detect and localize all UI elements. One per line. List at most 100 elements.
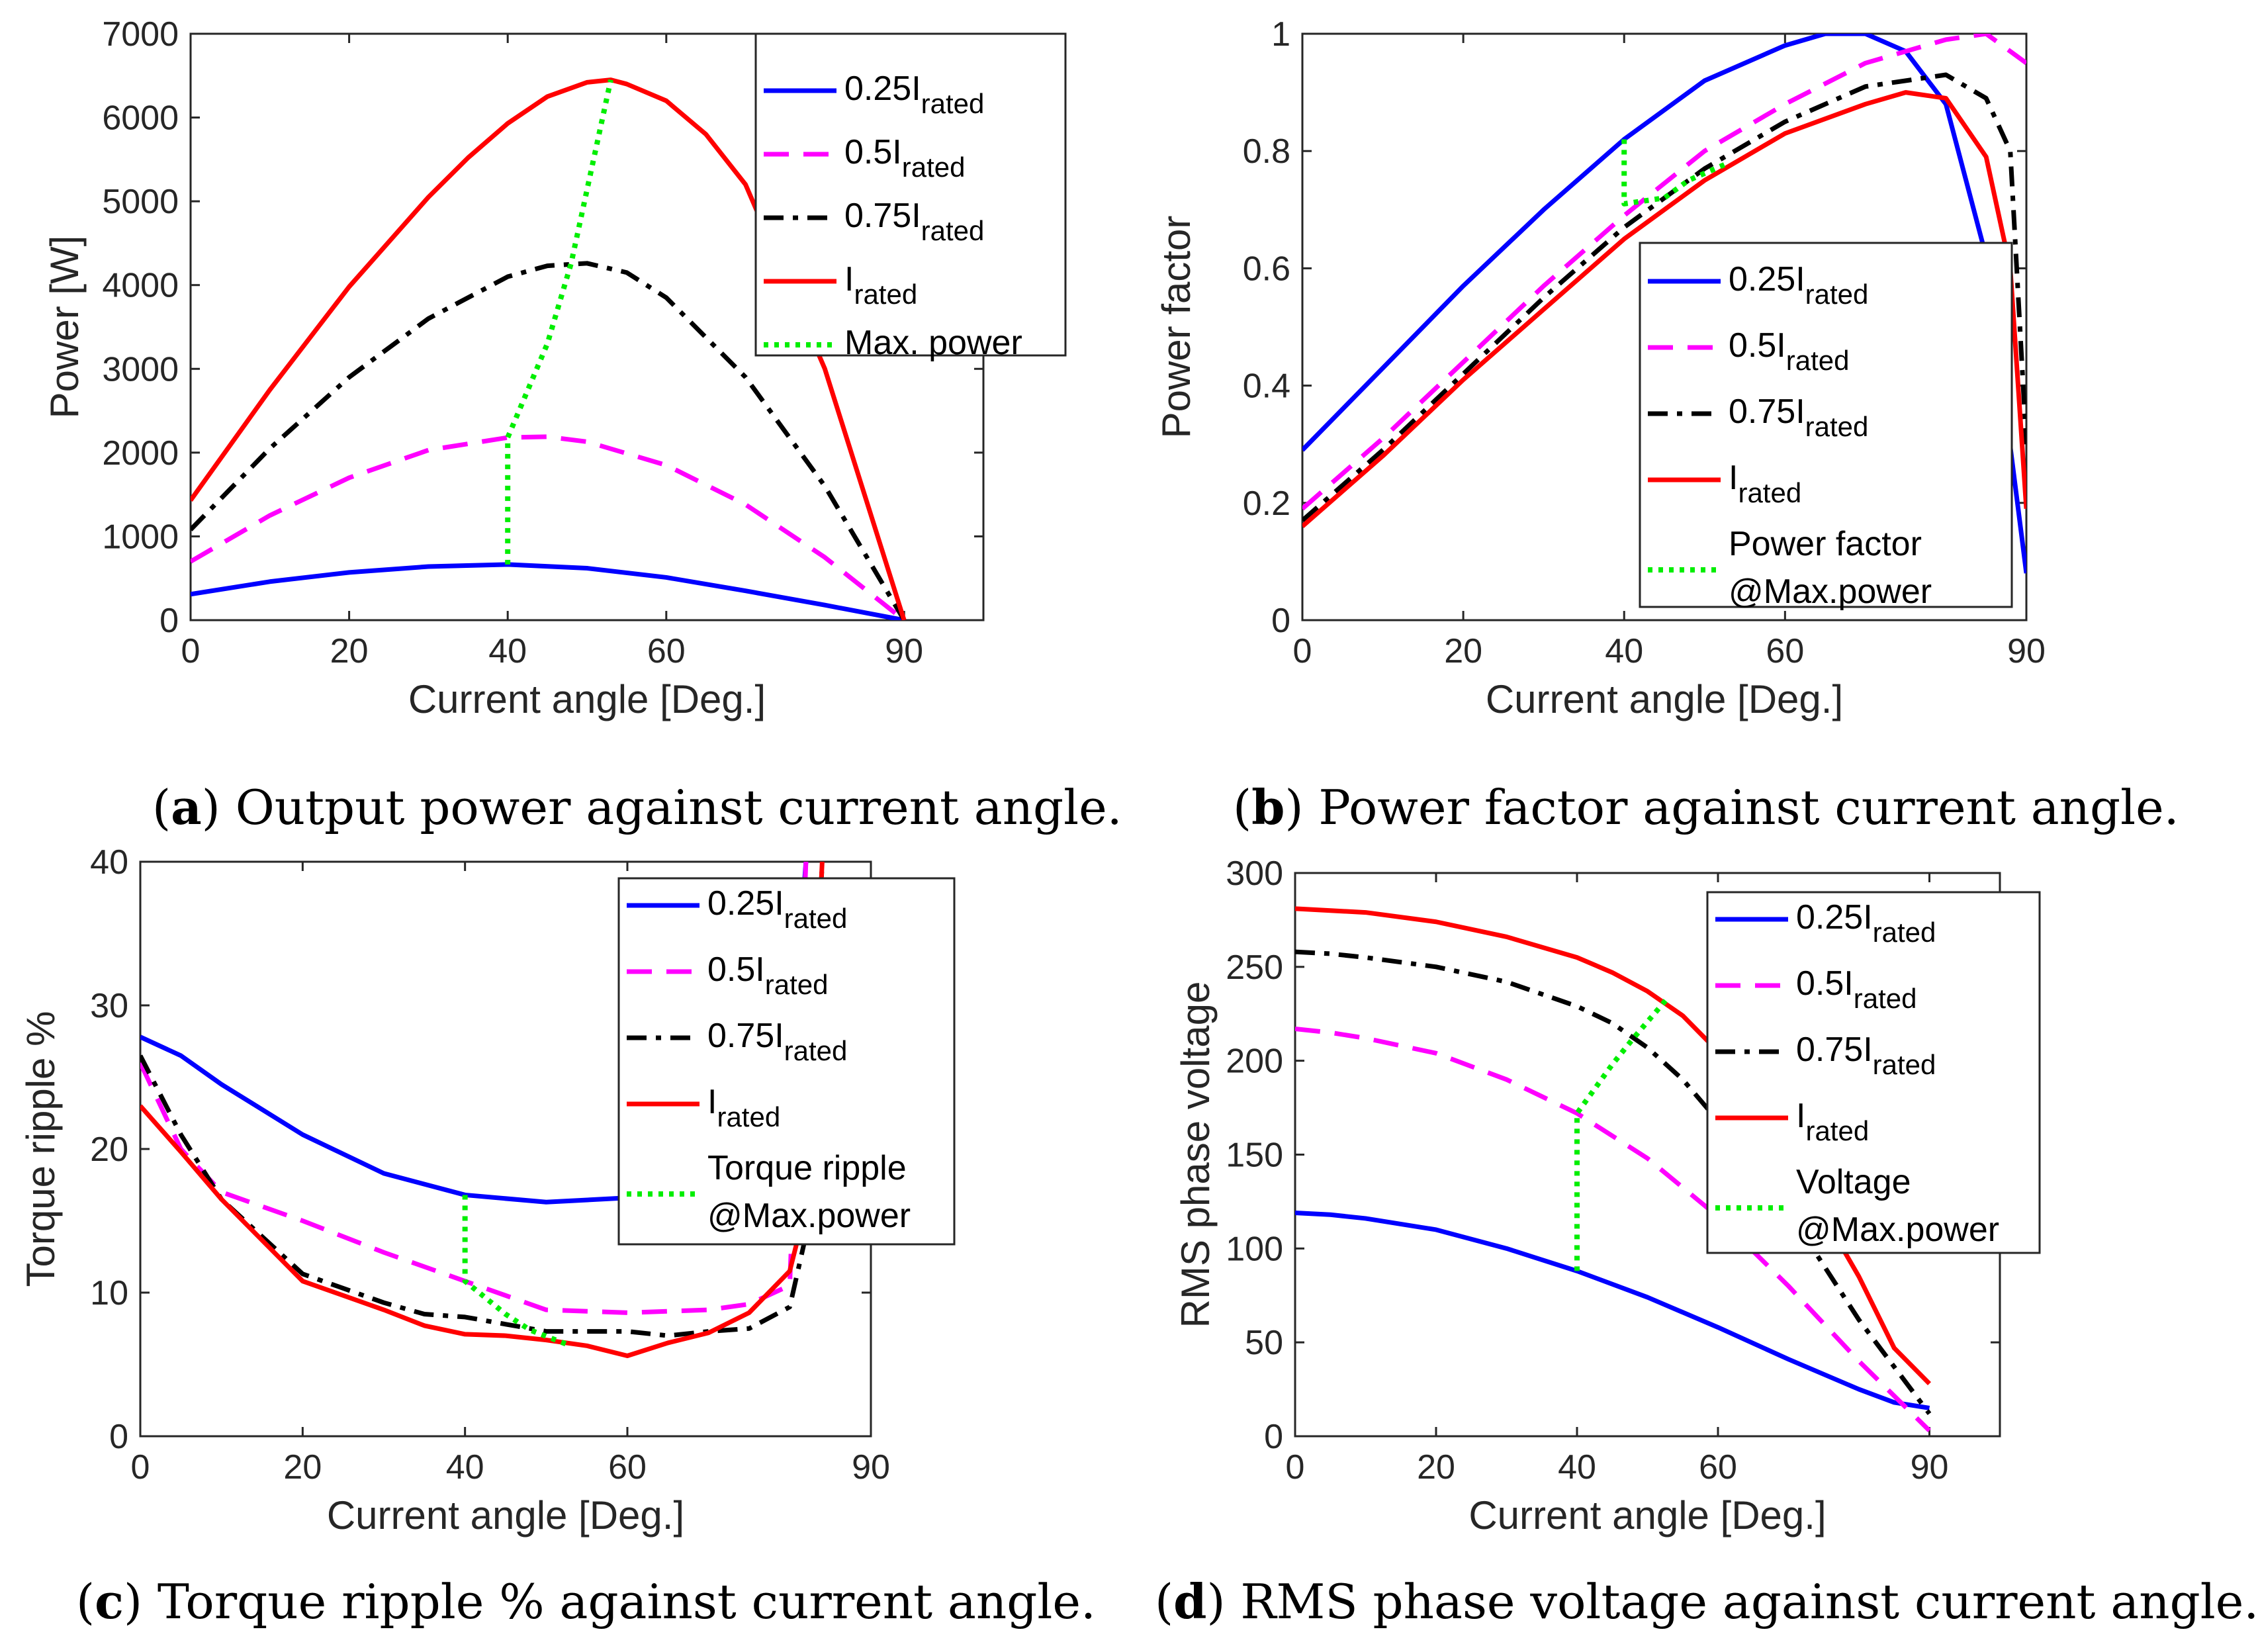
y-tick-label: 3000 — [102, 350, 179, 389]
series-line-3 — [1295, 906, 1931, 1386]
legend-label: 0.75Irated — [1796, 1031, 1936, 1080]
legend-label: Power factor — [1729, 525, 1922, 563]
legend-label: 0.75Irated — [707, 1017, 847, 1066]
y-tick-label: 7000 — [102, 15, 179, 54]
panel-a-output-power: 0 20 40 60 90 0 1000 2000 3000 4000 5000 6000 7000 Cu… — [42, 15, 1122, 835]
y-tick-label: 0 — [159, 602, 179, 640]
y-axis-label: Power factor — [1154, 216, 1198, 439]
y-tick-label: 200 — [1226, 1042, 1283, 1081]
legend-label: 0.5Irated — [707, 950, 828, 1000]
panel-caption: (d) RMS phase voltage against current an… — [1155, 1573, 2256, 1629]
y-tick-label: 20 — [90, 1130, 128, 1169]
legend-label: 0.5Irated — [1729, 326, 1849, 376]
series-line-0 — [191, 562, 905, 620]
x-tick-label: 40 — [1605, 632, 1643, 670]
legend-box — [617, 877, 956, 1246]
y-tick-label: 0.8 — [1243, 132, 1290, 171]
panel-b-power-factor: 0 20 40 60 90 0 0.2 0.4 0.6 0.8 1 Current angle [De… — [1154, 15, 2179, 835]
y-tick-label: 1000 — [102, 518, 179, 556]
legend-label: 0.5Irated — [1796, 964, 1917, 1014]
panel-caption: (b) Power factor against current angle. — [1233, 779, 2179, 835]
y-tick-label: 0 — [1271, 602, 1290, 640]
y-tick-label: 1 — [1271, 15, 1290, 54]
series-line-4 — [1621, 139, 1730, 206]
x-tick-label: 60 — [647, 632, 686, 670]
y-tick-label: 5000 — [102, 183, 179, 221]
x-axis-label: Current angle [Deg.] — [1486, 677, 1843, 721]
y-tick-label: 0.4 — [1243, 367, 1290, 406]
legend-label-line2: @Max.power — [1729, 573, 1932, 611]
x-tick-label: 20 — [1444, 632, 1482, 670]
x-tick-label: 0 — [131, 1448, 150, 1487]
series-line-4 — [505, 79, 613, 565]
series-line-0 — [1295, 1210, 1930, 1410]
y-tick-label: 0.6 — [1243, 250, 1290, 288]
y-tick-label: 100 — [1226, 1230, 1283, 1268]
x-axis-label: Current angle [Deg.] — [408, 677, 766, 721]
x-tick-label: 20 — [1417, 1448, 1455, 1487]
panel-caption: (c) Torque ripple % against current angl… — [76, 1573, 1096, 1629]
y-tick-label: 0.2 — [1243, 484, 1290, 523]
legend-label-line2: @Max.power — [1796, 1211, 1999, 1249]
legend-label-line2: @Max.power — [707, 1197, 911, 1235]
y-axis-label: Power [W] — [42, 236, 87, 419]
y-tick-label: 10 — [90, 1274, 128, 1312]
series-group — [191, 77, 907, 620]
x-tick-label: 60 — [1766, 632, 1804, 670]
x-axis-label: Current angle [Deg.] — [327, 1493, 684, 1537]
x-tick-label: 0 — [181, 632, 201, 670]
x-tick-label: 0 — [1293, 632, 1312, 670]
legend-label: 0.25Irated — [1729, 260, 1868, 310]
y-tick-label: 2000 — [102, 434, 179, 473]
series-line-2 — [191, 261, 907, 620]
x-tick-label: 90 — [1911, 1448, 1949, 1487]
legend-label: Torque ripple — [707, 1149, 907, 1187]
panel-d-rms-phase-voltage: 0 20 40 60 90 0 50 100 150 200 250 300 Current angle… — [1155, 854, 2256, 1629]
x-tick-label: 60 — [608, 1448, 647, 1487]
x-tick-label: 40 — [446, 1448, 484, 1487]
x-tick-label: 90 — [885, 632, 923, 670]
legend-label: 0.75Irated — [844, 197, 984, 246]
y-axis-label: Torque ripple % — [19, 1011, 63, 1287]
legend-label: 0.5Irated — [844, 133, 965, 183]
legend-label: Max. power — [844, 324, 1022, 362]
panel-caption: (a) Output power against current angle. — [152, 779, 1122, 835]
y-tick-label: 50 — [1245, 1324, 1283, 1362]
legend: 0.25Irated 0.5Irated 0.75Irated Irated Volta… — [1706, 891, 2041, 1254]
x-tick-label: 60 — [1699, 1448, 1737, 1487]
y-tick-label: 150 — [1226, 1136, 1283, 1175]
x-tick-label: 0 — [1286, 1448, 1305, 1487]
x-tick-label: 40 — [488, 632, 527, 670]
legend-box — [1639, 242, 2013, 608]
legend-box — [754, 32, 1067, 357]
y-tick-label: 0 — [1264, 1418, 1283, 1456]
y-axis-label: RMS phase voltage — [1173, 982, 1218, 1328]
x-tick-label: 90 — [852, 1448, 890, 1487]
x-tick-label: 20 — [283, 1448, 322, 1487]
y-tick-label: 250 — [1226, 948, 1283, 987]
x-tick-label: 40 — [1558, 1448, 1596, 1487]
series-group — [1302, 34, 2026, 574]
y-tick-label: 30 — [90, 987, 128, 1025]
y-tick-label: 40 — [90, 843, 128, 882]
x-tick-label: 20 — [330, 632, 369, 670]
y-tick-label: 4000 — [102, 267, 179, 305]
x-tick-label: 90 — [2007, 632, 2046, 670]
legend-label: 0.25Irated — [707, 884, 847, 934]
legend-box — [1706, 891, 2041, 1254]
legend-label: Irated — [1796, 1097, 1869, 1146]
legend-label: 0.25Irated — [1796, 898, 1936, 948]
legend-label: 0.25Irated — [844, 69, 984, 119]
y-tick-label: 0 — [109, 1418, 128, 1456]
series-line-2 — [1302, 72, 2026, 523]
legend-label: Irated — [844, 260, 917, 310]
legend: 0.25Irated 0.5Irated 0.75Irated Irated Max. … — [754, 32, 1067, 362]
legend-label: Irated — [707, 1083, 780, 1132]
legend: 0.25Irated 0.5Irated 0.75Irated Irated Torqu… — [617, 877, 956, 1246]
legend: 0.25Irated 0.5Irated 0.75Irated Irated Power… — [1639, 242, 2013, 611]
legend-label: Voltage — [1796, 1163, 1911, 1201]
panel-c-torque-ripple: 0 20 40 60 90 0 10 20 30 40 Current angle [Deg.] To… — [19, 843, 1096, 1629]
legend-label: Irated — [1729, 459, 1801, 508]
x-axis-label: Current angle [Deg.] — [1468, 1493, 1826, 1537]
